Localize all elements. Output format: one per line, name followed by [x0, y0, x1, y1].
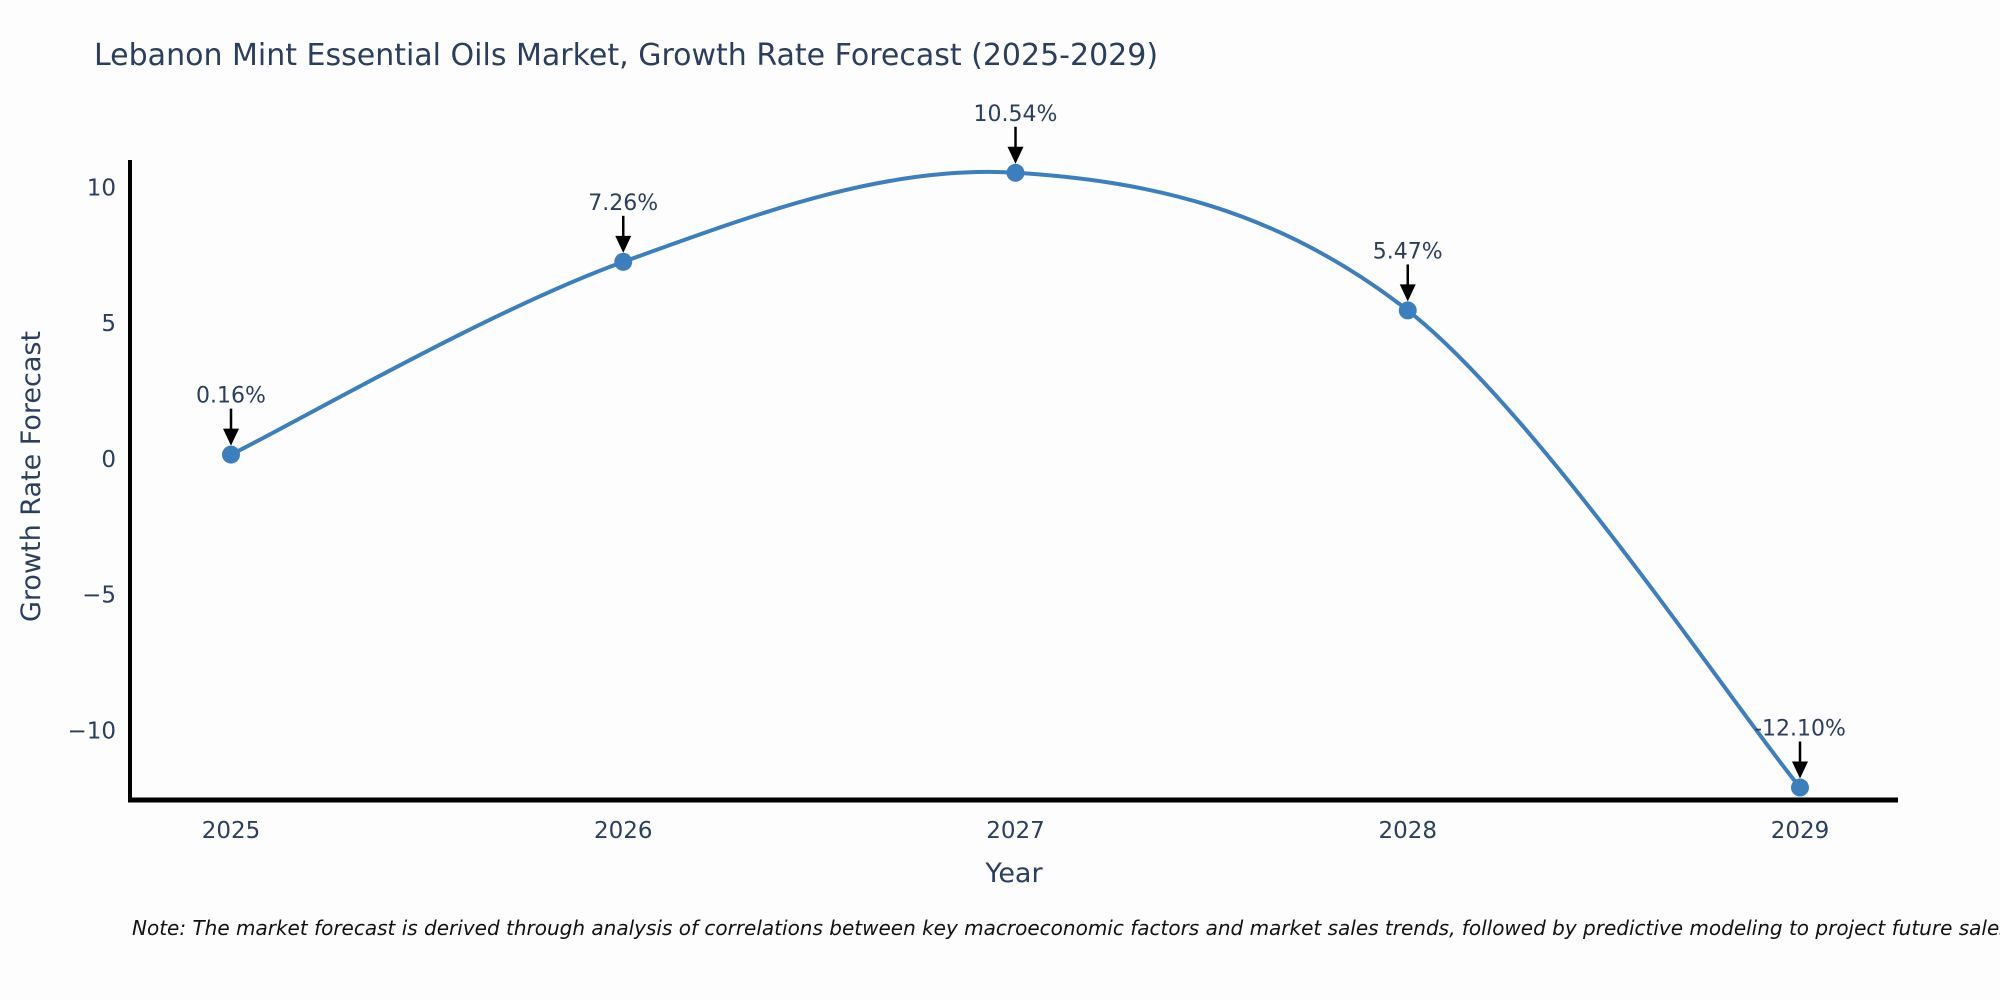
data-point — [614, 252, 633, 271]
x-tick-label: 2027 — [986, 818, 1045, 844]
y-tick-label: 5 — [101, 311, 116, 337]
forecast-line — [229, 169, 1802, 790]
point-value-label: 7.26% — [588, 191, 658, 216]
chart-title: Lebanon Mint Essential Oils Market, Grow… — [94, 38, 1159, 73]
x-axis-title: Year — [985, 858, 1043, 889]
data-point — [1006, 163, 1025, 182]
x-tick-label: 2028 — [1378, 818, 1437, 844]
y-tick-label: 0 — [101, 447, 116, 473]
data-point — [1791, 778, 1809, 797]
y-tick-label: −10 — [67, 718, 116, 744]
annotation-arrowhead — [1792, 761, 1808, 779]
annotation-arrowhead — [615, 235, 632, 253]
data-point — [222, 445, 240, 464]
annotation-arrowhead — [223, 428, 239, 446]
point-value-label: 0.16% — [196, 384, 266, 409]
x-tick-label: 2026 — [594, 818, 653, 844]
data-point — [1398, 301, 1417, 320]
annotation-arrowhead — [1007, 146, 1024, 164]
point-value-label: 10.54% — [974, 102, 1058, 127]
annotation-arrowhead — [1399, 284, 1416, 302]
footnote: Note: The market forecast is derived thr… — [132, 916, 2000, 940]
x-tick-label: 2029 — [1771, 818, 1830, 844]
x-tick-label: 2025 — [202, 818, 261, 844]
y-tick-label: 10 — [87, 175, 116, 201]
point-value-label: 5.47% — [1373, 239, 1443, 264]
y-tick-label: −5 — [82, 583, 116, 609]
point-value-label: -12.10% — [1754, 717, 1846, 742]
